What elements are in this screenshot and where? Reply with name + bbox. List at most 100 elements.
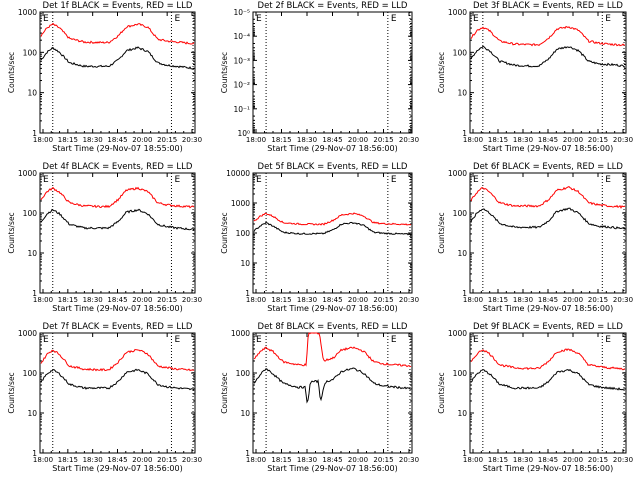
panel-title: Det 6f BLACK = Events, RED = LLD [473,162,623,172]
y-tick-label: 10⁻³ [233,56,250,65]
series-line-events [470,45,626,68]
y-tick-label: 1 [462,289,467,298]
x-axis-label: Start Time (29-Nov-07 18:56:00) [267,464,397,473]
x-tick-label: 20:00 [563,296,583,304]
y-tick-label: 100 [236,229,251,238]
x-tick-label: 20:15 [373,456,393,464]
series-line-events [40,208,195,231]
series-line-lld [40,22,195,45]
series-line-events [470,368,625,391]
y-tick-label: 100 [453,369,468,378]
x-tick-label: 18:00 [463,136,483,144]
y-tick-label: 1 [32,289,37,298]
panel-det-3: Det 3f BLACK = Events, RED = LLD E E 1 10 100… [437,1,633,153]
x-tick-label: 18:00 [246,456,266,464]
x-tick-label: 20:30 [182,456,202,464]
x-axis-label: Start Time (29-Nov-07 18:56:00) [52,464,182,473]
panel-det-5: Det 5f BLACK = Events, RED = LLD E E 1 10 100… [220,162,419,313]
x-tick-label: 18:15 [488,296,508,304]
event-marker-label: E [391,175,397,185]
y-tick-label: 1000 [18,329,37,338]
x-tick-label: 18:00 [33,136,53,144]
y-tick-label: 10 [27,89,37,98]
x-axis-label: Start Time (29-Nov-07 18:56:00) [52,304,182,313]
x-tick-label: 18:00 [246,136,266,144]
y-tick-label: 100 [453,48,468,57]
panel-title: Det 7f BLACK = Events, RED = LLD [43,322,193,332]
x-tick-label: 20:00 [563,456,583,464]
panel-title: Det 2f BLACK = Events, RED = LLD [258,1,408,11]
x-tick-label: 18:45 [107,296,127,304]
panel-det-8: Det 8f BLACK = Events, RED = LLD E E 1 10 100… [220,322,419,473]
x-tick-label: 18:30 [83,136,103,144]
y-tick-label: 100 [23,369,38,378]
x-tick-label: 18:15 [488,456,508,464]
x-tick-label: 20:00 [563,136,583,144]
y-tick-label: 100 [236,369,251,378]
x-tick-label: 18:00 [246,296,266,304]
y-tick-label: 10⁻² [233,81,250,90]
y-tick-label: 1000 [448,8,467,17]
x-tick-label: 20:30 [182,136,202,144]
x-tick-label: 20:30 [613,296,633,304]
panel-det-2: Det 2f BLACK = Events, RED = LLD E E 10⁻⁵ 10… [220,1,419,153]
x-tick-label: 20:30 [182,296,202,304]
x-tick-label: 20:15 [373,136,393,144]
y-axis-label: Counts/sec [7,372,16,413]
x-tick-label: 20:00 [348,136,368,144]
event-marker-label: E [256,14,262,24]
y-tick-label: 10⁻⁵ [233,8,250,17]
panel-title: Det 5f BLACK = Events, RED = LLD [258,162,408,172]
y-tick-label: 1 [32,449,37,458]
event-marker-label: E [174,14,180,24]
series-line-lld [253,332,412,368]
x-tick-label: 18:45 [538,296,558,304]
x-axis-label: Start Time (29-Nov-07 18:56:00) [483,144,613,153]
y-tick-label: 1000 [18,8,37,17]
event-marker-label: E [256,175,262,185]
event-marker-label: E [473,14,479,24]
y-tick-label: 1000 [448,169,467,178]
y-tick-label: 1000 [231,199,250,208]
x-axis-label: Start Time (29-Nov-07 18:56:00) [483,304,613,313]
x-tick-label: 20:30 [399,296,419,304]
y-tick-label: 10 [457,249,467,258]
event-marker-label: E [605,335,611,345]
x-tick-label: 18:00 [33,456,53,464]
event-marker-label: E [391,14,397,24]
series-line-events [253,367,412,404]
y-tick-label: 10⁻¹ [233,105,250,114]
x-tick-label: 20:15 [588,136,608,144]
x-tick-label: 20:30 [613,456,633,464]
y-tick-label: 10000 [226,169,250,178]
series-line-lld [40,186,195,209]
series-line-events [470,207,626,230]
x-tick-label: 18:45 [538,136,558,144]
x-axis-label: Start Time (29-Nov-07 18:56:00) [267,304,397,313]
y-axis-label: Counts/sec [7,52,16,93]
x-tick-label: 18:30 [513,456,533,464]
y-axis-label: Counts/sec [220,372,229,413]
x-tick-label: 20:00 [348,456,368,464]
x-tick-label: 18:15 [271,456,291,464]
y-tick-label: 10 [457,409,467,418]
x-tick-label: 18:30 [297,456,317,464]
series-line-events [40,46,195,70]
x-tick-label: 20:15 [588,456,608,464]
y-tick-label: 10 [27,249,37,258]
y-tick-label: 10 [27,409,37,418]
y-axis-label: Counts/sec [437,212,446,253]
x-tick-label: 18:15 [271,136,291,144]
x-tick-label: 18:30 [297,296,317,304]
event-marker-label: E [43,335,49,345]
y-axis-label: Counts/sec [220,212,229,253]
y-axis-label: Counts/sec [7,212,16,253]
series-line-lld [470,25,626,47]
x-tick-label: 20:15 [373,296,393,304]
event-marker-label: E [256,335,262,345]
event-marker-label: E [605,175,611,185]
x-tick-label: 18:15 [488,136,508,144]
panel-title: Det 4f BLACK = Events, RED = LLD [43,162,193,172]
x-tick-label: 20:15 [588,296,608,304]
x-axis-label: Start Time (29-Nov-07 18:56:00) [483,464,613,473]
